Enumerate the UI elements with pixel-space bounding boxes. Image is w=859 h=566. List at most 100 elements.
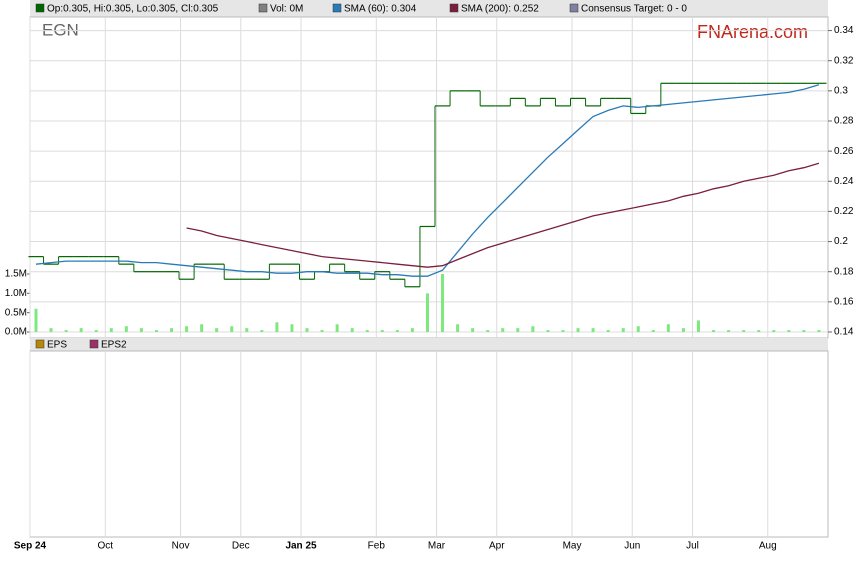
- volume-bar: [215, 328, 219, 332]
- legend-swatch: [35, 3, 45, 13]
- volume-bar: [802, 330, 806, 332]
- y-tick-label: 0.14: [834, 327, 854, 338]
- legend-label: EPS2: [101, 340, 127, 351]
- volume-bar: [335, 324, 339, 332]
- volume-bar: [531, 326, 535, 332]
- volume-bar: [712, 330, 716, 332]
- volume-bar: [757, 330, 761, 332]
- y-tick-label: 0.32: [834, 55, 854, 66]
- watermark: FNArena.com: [697, 22, 808, 42]
- volume-bar: [320, 330, 324, 332]
- x-tick-label: Aug: [759, 541, 777, 552]
- volume-bar: [666, 324, 670, 332]
- legend-swatch: [89, 339, 99, 349]
- legend-swatch: [332, 3, 342, 13]
- x-tick-label: May: [563, 541, 582, 552]
- volume-bar: [817, 330, 821, 332]
- volume-bar: [170, 328, 174, 332]
- volume-bar: [546, 330, 550, 332]
- x-tick-label: Jan 25: [285, 541, 317, 552]
- legend-label: SMA (200): 0.252: [461, 4, 539, 15]
- volume-bar: [772, 330, 776, 332]
- y-tick-label: 0.2: [834, 236, 848, 247]
- sma-line: [186, 162, 820, 268]
- volume-bar: [124, 326, 128, 332]
- y2-tick-label: 1.0M: [5, 288, 27, 299]
- x-tick-label: Jul: [686, 541, 699, 552]
- volume-bar: [305, 328, 309, 332]
- y-tick-label: 0.18: [834, 266, 854, 277]
- volume-bar: [275, 322, 279, 332]
- volume-bar: [636, 326, 640, 332]
- volume-bar: [486, 330, 490, 332]
- y2-tick-label: 0.5M: [5, 307, 27, 318]
- eps-panel: [29, 350, 829, 538]
- legend-label: Consensus Target: 0 - 0: [581, 4, 687, 15]
- legend-label: SMA (60): 0.304: [344, 4, 417, 15]
- volume-bar: [79, 328, 83, 332]
- volume-bar: [471, 328, 475, 332]
- x-tick-label: Jun: [624, 541, 640, 552]
- y-tick-label: 0.16: [834, 296, 854, 307]
- volume-bar: [260, 330, 264, 332]
- volume-bar: [34, 308, 38, 332]
- header-bar: [30, 0, 828, 17]
- y-tick-label: 0.24: [834, 176, 854, 187]
- volume-bar: [290, 324, 294, 332]
- volume-bar: [516, 328, 520, 332]
- x-tick-label: Dec: [232, 541, 250, 552]
- x-tick-label: Nov: [172, 541, 190, 552]
- volume-bar: [651, 330, 655, 332]
- volume-bar: [410, 328, 414, 332]
- volume-bar: [501, 328, 505, 332]
- volume-bar: [787, 330, 791, 332]
- volume-bar: [64, 330, 68, 332]
- volume-bar: [456, 324, 460, 332]
- volume-bar: [49, 328, 53, 332]
- x-tick-label: Mar: [428, 541, 446, 552]
- volume-bar: [365, 330, 369, 332]
- legend-label: Op:0.305, Hi:0.305, Lo:0.305, Cl:0.305: [47, 4, 219, 15]
- ticker: EGN: [42, 20, 79, 39]
- volume-bar: [742, 330, 746, 332]
- volume-bar: [696, 320, 700, 332]
- y-tick-label: 0.3: [834, 85, 848, 96]
- volume-bar: [425, 293, 429, 332]
- legend-label: Vol: 0M: [270, 4, 303, 15]
- volume-bar: [230, 326, 234, 332]
- volume-bar: [380, 330, 384, 332]
- legend-swatch: [449, 3, 459, 13]
- volume-bar: [727, 330, 731, 332]
- volume-bar: [350, 328, 354, 332]
- volume-bar: [441, 273, 445, 332]
- y-tick-label: 0.28: [834, 116, 854, 127]
- volume-bar: [591, 328, 595, 332]
- volume-bar: [109, 328, 113, 332]
- x-tick-label: Sep 24: [14, 541, 47, 552]
- x-tick-label: Apr: [489, 541, 505, 552]
- sma-line: [35, 84, 820, 277]
- volume-bar: [576, 328, 580, 332]
- price-panel: [29, 16, 829, 339]
- x-tick-label: Oct: [98, 541, 114, 552]
- volume-bar: [395, 330, 399, 332]
- volume-bar: [200, 324, 204, 332]
- volume-bar: [621, 328, 625, 332]
- volume-bar: [94, 330, 98, 332]
- y-tick-label: 0.26: [834, 146, 854, 157]
- y-tick-label: 0.22: [834, 206, 854, 217]
- volume-bar: [139, 328, 143, 332]
- volume-bar: [245, 328, 249, 332]
- volume-bar: [606, 330, 610, 332]
- eps-legend-bar: [30, 338, 828, 351]
- x-tick-label: Feb: [368, 541, 386, 552]
- legend-swatch: [35, 339, 45, 349]
- volume-bar: [154, 330, 158, 332]
- volume-bar: [185, 326, 189, 332]
- volume-bar: [561, 330, 565, 332]
- legend-swatch: [258, 3, 268, 13]
- y-tick-label: 0.34: [834, 25, 854, 36]
- legend-swatch: [569, 3, 579, 13]
- legend-label: EPS: [47, 340, 67, 351]
